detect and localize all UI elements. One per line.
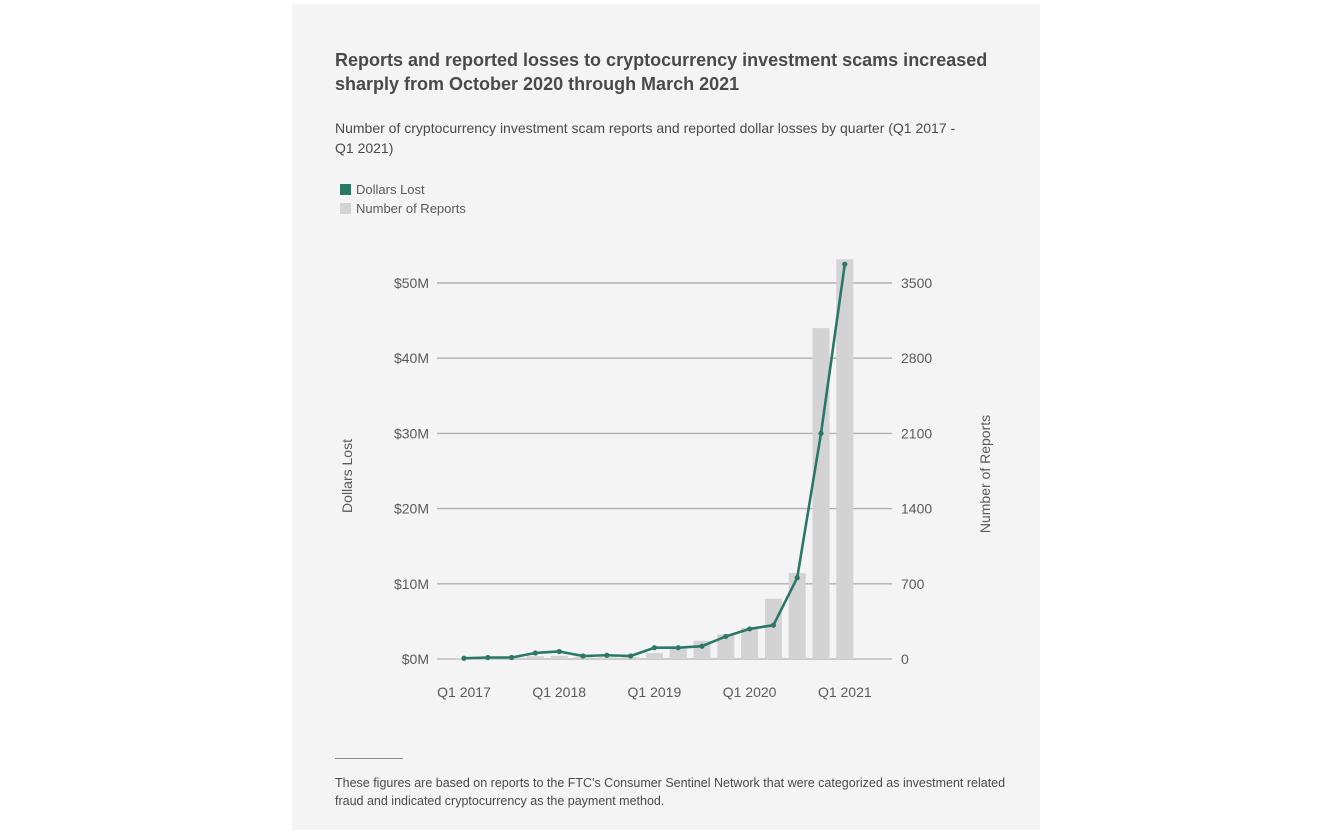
legend-swatch-dollars-lost: [340, 184, 351, 195]
line-point-dollars-lost: [770, 622, 776, 628]
y-tick-label-left: $40M: [394, 350, 429, 366]
combo-chart: $0M 0 $10M 700 $20M 1400 $30M 2100 $40M 2800 $50M 3…: [339, 259, 993, 700]
line-point-dollars-lost: [842, 261, 848, 267]
y-tick-label-right: 700: [901, 576, 925, 592]
bars-number-of-reports: [455, 259, 854, 659]
bar-number-of-reports: [788, 573, 806, 659]
chart-subtitle: Number of cryptocurrency investment scam…: [335, 120, 956, 156]
line-point-dollars-lost: [628, 653, 634, 659]
line-point-dollars-lost: [723, 633, 729, 640]
line-dollars-lost: [461, 261, 848, 661]
x-tick-label: Q1 2021: [818, 684, 872, 700]
axis-ticks: $0M 0 $10M 700 $20M 1400 $30M 2100 $40M 2800 $50M 3…: [394, 275, 932, 700]
y-tick-label-left: $0M: [402, 651, 429, 667]
y-tick-label-left: $50M: [394, 275, 429, 291]
y-tick-label-right: 2800: [901, 350, 932, 366]
chart-card: Reports and reported losses to cryptocur…: [292, 4, 1040, 830]
line-point-dollars-lost: [651, 645, 657, 651]
bar-number-of-reports: [812, 328, 830, 659]
bar-number-of-reports: [669, 648, 687, 659]
line-point-dollars-lost: [675, 645, 681, 651]
line-point-dollars-lost: [532, 650, 538, 656]
y-tick-label-right: 0: [901, 651, 909, 667]
legend-label-number-of-reports: Number of Reports: [356, 201, 466, 216]
legend-item-number-of-reports: Number of Reports: [340, 199, 466, 218]
line-point-dollars-lost: [699, 643, 705, 649]
footnote: These figures are based on reports to th…: [335, 776, 1006, 808]
line-point-dollars-lost: [818, 430, 824, 436]
line-point-dollars-lost: [509, 654, 515, 661]
bar-number-of-reports: [764, 598, 782, 659]
bar-number-of-reports: [645, 653, 663, 659]
line-point-dollars-lost: [461, 655, 467, 661]
x-tick-label: Q1 2017: [437, 684, 491, 700]
line-point-dollars-lost: [747, 626, 753, 632]
bar-number-of-reports: [526, 656, 544, 659]
footnote-divider: [335, 758, 403, 759]
x-tick-label: Q1 2018: [532, 684, 586, 700]
y-axis-title-left: Dollars Lost: [339, 439, 355, 513]
line-point-dollars-lost: [556, 648, 562, 655]
line-point-dollars-lost: [580, 653, 586, 659]
legend-swatch-number-of-reports: [340, 203, 351, 214]
bar-number-of-reports: [741, 627, 759, 659]
y-tick-label-right: 2100: [901, 425, 932, 441]
x-tick-label: Q1 2020: [723, 684, 777, 700]
legend-item-dollars-lost: Dollars Lost: [340, 180, 466, 199]
chart-title: Reports and reported losses to cryptocur…: [335, 50, 988, 94]
bar-number-of-reports: [836, 259, 854, 659]
chart-legend: Dollars Lost Number of Reports: [340, 180, 466, 218]
y-tick-label-right: 1400: [901, 501, 932, 517]
line-point-dollars-lost: [604, 652, 610, 658]
y-tick-label-left: $30M: [394, 425, 429, 441]
bar-number-of-reports: [717, 634, 735, 659]
line-point-dollars-lost: [485, 654, 491, 661]
y-axis-title-right: Number of Reports: [977, 415, 993, 533]
bar-number-of-reports: [550, 655, 568, 659]
line-point-dollars-lost: [794, 575, 800, 581]
y-tick-label-left: $10M: [394, 576, 429, 592]
bar-number-of-reports: [598, 657, 616, 659]
series-line-dollars-lost: [462, 262, 847, 660]
y-tick-label-left: $20M: [394, 501, 429, 517]
x-tick-label: Q1 2019: [628, 684, 682, 700]
y-tick-label-right: 3500: [901, 275, 932, 291]
legend-label-dollars-lost: Dollars Lost: [356, 182, 425, 197]
